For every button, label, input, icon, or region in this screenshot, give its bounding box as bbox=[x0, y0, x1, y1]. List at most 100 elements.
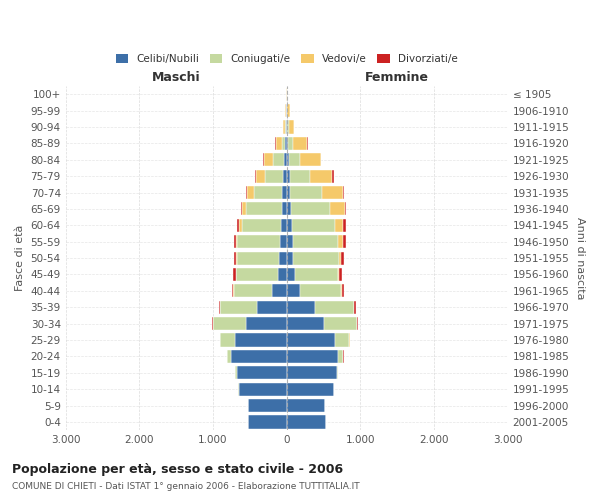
Bar bbox=[257, 300, 287, 314]
Bar bbox=[242, 202, 246, 215]
Bar bbox=[287, 416, 326, 428]
Bar bbox=[345, 202, 346, 215]
Bar bbox=[283, 186, 287, 199]
Bar bbox=[287, 334, 335, 346]
Bar bbox=[335, 334, 349, 346]
Bar bbox=[287, 235, 293, 248]
Bar bbox=[337, 366, 338, 380]
Bar bbox=[254, 186, 283, 199]
Text: Femmine: Femmine bbox=[365, 70, 429, 84]
Bar bbox=[218, 300, 220, 314]
Bar bbox=[232, 284, 233, 298]
Bar bbox=[273, 153, 284, 166]
Bar bbox=[287, 252, 293, 264]
Bar bbox=[263, 153, 264, 166]
Bar bbox=[287, 218, 292, 232]
Bar bbox=[287, 382, 334, 396]
Bar bbox=[235, 334, 287, 346]
Bar bbox=[246, 202, 281, 215]
Bar bbox=[343, 186, 344, 199]
Bar bbox=[332, 170, 334, 182]
Bar bbox=[341, 284, 342, 298]
Bar bbox=[338, 350, 343, 363]
Bar bbox=[287, 120, 289, 134]
Bar bbox=[227, 350, 232, 363]
Bar bbox=[284, 153, 287, 166]
Bar bbox=[280, 252, 287, 264]
Bar bbox=[239, 218, 242, 232]
Bar bbox=[220, 300, 257, 314]
Bar bbox=[236, 366, 287, 380]
Bar bbox=[242, 218, 281, 232]
Bar bbox=[293, 252, 339, 264]
Bar bbox=[233, 268, 236, 281]
Bar bbox=[300, 153, 320, 166]
Legend: Celibi/Nubili, Coniugati/e, Vedovi/e, Divorziati/e: Celibi/Nubili, Coniugati/e, Vedovi/e, Di… bbox=[112, 50, 462, 68]
Bar bbox=[272, 284, 287, 298]
Bar bbox=[285, 104, 286, 117]
Bar bbox=[320, 153, 322, 166]
Bar bbox=[283, 120, 285, 134]
Bar bbox=[213, 317, 246, 330]
Bar bbox=[335, 218, 343, 232]
Bar bbox=[338, 235, 343, 248]
Bar bbox=[220, 334, 235, 346]
Bar bbox=[287, 317, 323, 330]
Bar bbox=[275, 137, 281, 150]
Bar bbox=[287, 399, 325, 412]
Bar bbox=[285, 120, 286, 134]
Bar bbox=[290, 186, 322, 199]
Bar bbox=[287, 350, 338, 363]
Text: COMUNE DI CHIETI - Dati ISTAT 1° gennaio 2006 - Elaborazione TUTTITALIA.IT: COMUNE DI CHIETI - Dati ISTAT 1° gennaio… bbox=[12, 482, 359, 491]
Bar bbox=[339, 252, 341, 264]
Bar bbox=[322, 186, 343, 199]
Bar bbox=[287, 300, 315, 314]
Bar bbox=[278, 268, 287, 281]
Bar bbox=[265, 170, 283, 182]
Bar bbox=[293, 137, 307, 150]
Bar bbox=[281, 137, 285, 150]
Bar bbox=[341, 252, 344, 264]
Bar bbox=[264, 153, 273, 166]
Bar bbox=[233, 284, 272, 298]
Bar bbox=[343, 235, 346, 248]
Bar bbox=[238, 235, 280, 248]
Bar bbox=[287, 268, 295, 281]
Bar bbox=[287, 284, 300, 298]
Bar bbox=[286, 120, 287, 134]
Bar bbox=[236, 268, 278, 281]
Bar bbox=[285, 137, 287, 150]
Bar bbox=[354, 300, 356, 314]
Bar bbox=[255, 170, 256, 182]
Bar bbox=[281, 218, 287, 232]
Bar bbox=[323, 317, 357, 330]
Bar bbox=[287, 202, 291, 215]
Bar bbox=[289, 120, 295, 134]
Text: Popolazione per età, sesso e stato civile - 2006: Popolazione per età, sesso e stato civil… bbox=[12, 463, 343, 476]
Bar bbox=[340, 268, 343, 281]
Bar bbox=[295, 268, 338, 281]
Bar bbox=[256, 170, 265, 182]
Bar bbox=[241, 202, 242, 215]
Bar bbox=[233, 252, 236, 264]
Text: Maschi: Maschi bbox=[152, 70, 200, 84]
Bar bbox=[283, 170, 287, 182]
Bar bbox=[287, 366, 337, 380]
Bar bbox=[280, 235, 287, 248]
Bar bbox=[232, 350, 287, 363]
Bar bbox=[343, 218, 346, 232]
Bar bbox=[300, 284, 341, 298]
Bar bbox=[287, 153, 289, 166]
Y-axis label: Fasce di età: Fasce di età bbox=[15, 225, 25, 292]
Bar bbox=[357, 317, 358, 330]
Bar bbox=[248, 399, 287, 412]
Bar bbox=[289, 153, 300, 166]
Bar bbox=[287, 170, 290, 182]
Bar bbox=[292, 218, 335, 232]
Bar bbox=[239, 382, 287, 396]
Bar bbox=[287, 104, 290, 117]
Bar bbox=[236, 252, 280, 264]
Bar bbox=[248, 416, 287, 428]
Bar bbox=[287, 186, 290, 199]
Bar bbox=[246, 186, 247, 199]
